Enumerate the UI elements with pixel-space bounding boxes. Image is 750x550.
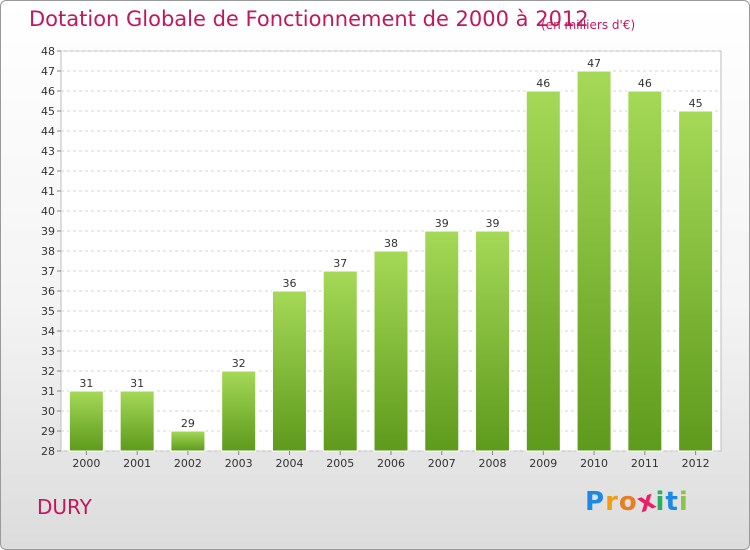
bar-2010	[576, 70, 612, 452]
y-tick-label: 41	[41, 185, 55, 198]
y-tick-label: 37	[41, 265, 55, 278]
data-label-2001: 31	[130, 377, 144, 390]
y-tick-label: 32	[41, 365, 55, 378]
bar-2007	[424, 230, 460, 452]
x-tick-label: 2007	[428, 457, 456, 470]
logo-letter: r	[605, 487, 619, 517]
x-axis: 2000 2001 2002 2003 2004 2005 2006 2007 2008 2009…	[72, 451, 710, 470]
data-label-2004: 36	[282, 277, 296, 290]
y-axis: 28 29 30 31 32 33 34 35 36 37 38 39 40 41 42 43 44 45 46 47…	[41, 45, 61, 458]
proxiti-logo: Proxiti	[585, 485, 689, 519]
bar-2004	[271, 290, 307, 452]
data-label-2010: 47	[587, 57, 601, 70]
data-label-2011: 46	[638, 77, 652, 90]
y-tick-label: 34	[41, 325, 55, 338]
x-tick-label: 2005	[326, 457, 354, 470]
y-tick-label: 30	[41, 405, 55, 418]
data-labels: 31 31 29 32 36 37 38 39 39 46 47 46 45	[79, 57, 702, 430]
y-tick-label: 39	[41, 225, 55, 238]
y-tick-label: 43	[41, 145, 55, 158]
bar-2009	[525, 90, 561, 452]
data-label-2000: 31	[79, 377, 93, 390]
y-tick-label: 46	[41, 85, 55, 98]
x-tick-label: 2003	[225, 457, 253, 470]
bar-2012	[678, 110, 714, 452]
logo-letter: P	[585, 487, 606, 517]
bar-2005	[322, 270, 358, 452]
x-tick-label: 2011	[631, 457, 659, 470]
commune-name: DURY	[37, 495, 92, 519]
y-tick-label: 31	[41, 385, 55, 398]
bars	[68, 70, 714, 452]
data-label-2007: 39	[435, 217, 449, 230]
x-tick-label: 2002	[174, 457, 202, 470]
x-tick-label: 2012	[682, 457, 710, 470]
data-label-2002: 29	[181, 417, 195, 430]
chart-title: Dotation Globale de Fonctionnement de 20…	[29, 7, 589, 31]
data-label-2008: 39	[486, 217, 500, 230]
bar-2008	[475, 230, 511, 452]
y-tick-label: 40	[41, 205, 55, 218]
y-tick-label: 45	[41, 105, 55, 118]
bar-2001	[119, 390, 155, 452]
data-label-2005: 37	[333, 257, 347, 270]
data-label-2012: 45	[689, 97, 703, 110]
y-tick-label: 35	[41, 305, 55, 318]
x-tick-label: 2006	[377, 457, 405, 470]
logo-letter: t	[665, 487, 679, 517]
y-tick-label: 36	[41, 285, 55, 298]
y-tick-label: 42	[41, 165, 55, 178]
y-tick-label: 48	[41, 45, 55, 58]
y-tick-label: 44	[41, 125, 55, 138]
bar-2000	[68, 390, 104, 452]
chart-unit: (en milliers d'€)	[541, 18, 636, 32]
x-tick-label: 2004	[275, 457, 303, 470]
logo-letter: o	[618, 487, 638, 517]
bar-2006	[373, 250, 409, 452]
x-tick-label: 2000	[72, 457, 100, 470]
logo-letter: i	[655, 487, 666, 517]
data-label-2003: 32	[232, 357, 246, 370]
y-tick-label: 38	[41, 245, 55, 258]
logo-letter: i	[678, 487, 689, 517]
x-tick-label: 2009	[529, 457, 557, 470]
x-tick-label: 2001	[123, 457, 151, 470]
y-tick-label: 33	[41, 345, 55, 358]
y-tick-label: 28	[41, 445, 55, 458]
x-tick-label: 2008	[479, 457, 507, 470]
data-label-2009: 46	[536, 77, 550, 90]
y-tick-label: 47	[41, 65, 55, 78]
y-tick-label: 29	[41, 425, 55, 438]
x-tick-label: 2010	[580, 457, 608, 470]
bar-2002	[170, 430, 206, 452]
data-label-2006: 38	[384, 237, 398, 250]
bar-2003	[221, 370, 257, 452]
bar-2011	[627, 90, 663, 452]
